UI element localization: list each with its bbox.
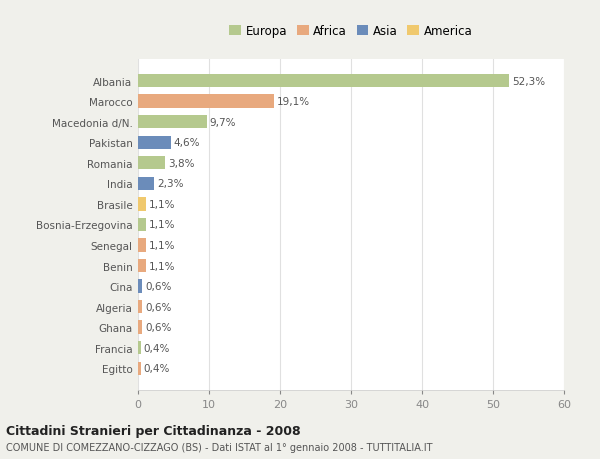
Text: 0,4%: 0,4%: [143, 343, 170, 353]
Bar: [138, 259, 146, 273]
Text: 0,6%: 0,6%: [145, 281, 172, 291]
Text: 1,1%: 1,1%: [149, 220, 175, 230]
Bar: [138, 198, 146, 211]
Text: Cittadini Stranieri per Cittadinanza - 2008: Cittadini Stranieri per Cittadinanza - 2…: [6, 424, 301, 437]
Text: 0,4%: 0,4%: [143, 364, 170, 374]
Bar: [138, 362, 141, 375]
Bar: [138, 116, 207, 129]
Text: 0,6%: 0,6%: [145, 323, 172, 332]
Bar: [138, 177, 154, 190]
Bar: [138, 136, 170, 150]
Bar: [138, 75, 509, 88]
Text: 4,6%: 4,6%: [173, 138, 200, 148]
Bar: [138, 239, 146, 252]
Bar: [138, 341, 141, 355]
Text: 0,6%: 0,6%: [145, 302, 172, 312]
Text: 3,8%: 3,8%: [168, 158, 194, 168]
Text: 19,1%: 19,1%: [277, 97, 310, 107]
Bar: [138, 321, 142, 334]
Bar: [138, 300, 142, 313]
Bar: [138, 280, 142, 293]
Bar: [138, 157, 165, 170]
Bar: [138, 218, 146, 232]
Text: 1,1%: 1,1%: [149, 199, 175, 209]
Text: 1,1%: 1,1%: [149, 241, 175, 251]
Text: 9,7%: 9,7%: [210, 118, 236, 127]
Legend: Europa, Africa, Asia, America: Europa, Africa, Asia, America: [227, 22, 475, 40]
Text: 2,3%: 2,3%: [157, 179, 184, 189]
Text: 1,1%: 1,1%: [149, 261, 175, 271]
Bar: [138, 95, 274, 108]
Text: COMUNE DI COMEZZANO-CIZZAGO (BS) - Dati ISTAT al 1° gennaio 2008 - TUTTITALIA.IT: COMUNE DI COMEZZANO-CIZZAGO (BS) - Dati …: [6, 442, 433, 452]
Text: 52,3%: 52,3%: [512, 76, 545, 86]
